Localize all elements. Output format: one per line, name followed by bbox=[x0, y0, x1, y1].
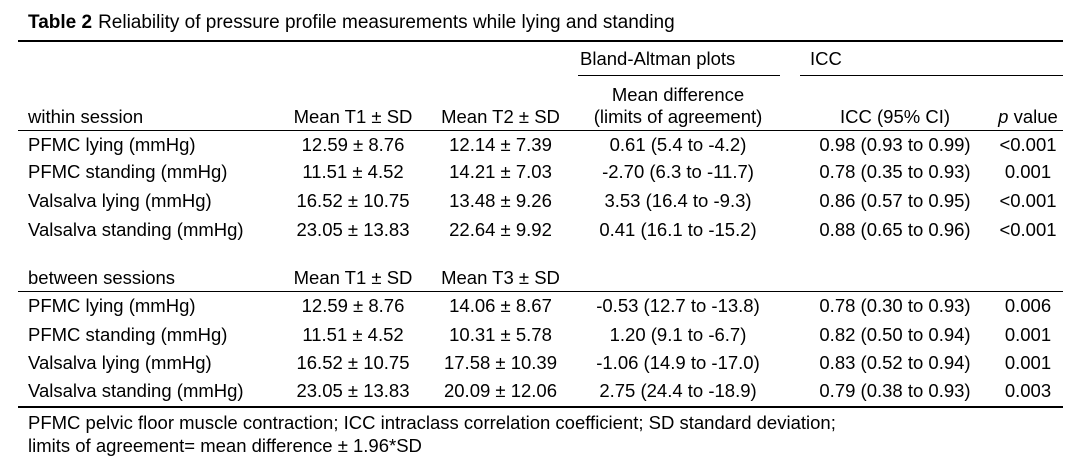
header-icc-group: ICC bbox=[810, 48, 842, 69]
row-p: <0.001 bbox=[999, 134, 1057, 155]
row-icc: 0.78 (0.30 to 0.93) bbox=[819, 295, 971, 316]
table-caption: Reliability of pressure profile measurem… bbox=[98, 12, 675, 33]
row-t3: 10.31 ± 5.78 bbox=[449, 324, 552, 345]
footnote-line2: limits of agreement= mean difference ± 1… bbox=[28, 435, 422, 456]
row-t1: 23.05 ± 13.83 bbox=[296, 219, 410, 240]
icc-underline bbox=[800, 75, 1063, 76]
header-between-mean-t1: Mean T1 ± SD bbox=[293, 267, 413, 288]
row-label: PFMC standing (mmHg) bbox=[28, 324, 228, 345]
between-sessions-label: between sessions bbox=[28, 267, 176, 288]
footnote-line1: PFMC pelvic floor muscle contraction; IC… bbox=[28, 412, 836, 433]
row-label: PFMC lying (mmHg) bbox=[28, 134, 196, 155]
row-icc: 0.86 (0.57 to 0.95) bbox=[819, 190, 971, 211]
row-t2: 22.64 ± 9.92 bbox=[449, 219, 552, 240]
row-label: Valsalva lying (mmHg) bbox=[28, 352, 212, 373]
row-t3: 17.58 ± 10.39 bbox=[443, 352, 558, 373]
row-diff: 3.53 (16.4 to -9.3) bbox=[604, 190, 752, 211]
row-icc: 0.79 (0.38 to 0.93) bbox=[819, 380, 971, 401]
row-icc: 0.82 (0.50 to 0.94) bbox=[819, 324, 971, 345]
row-p: 0.001 bbox=[1004, 324, 1052, 345]
row-t2: 14.21 ± 7.03 bbox=[449, 161, 552, 182]
row-p: 0.001 bbox=[1004, 352, 1052, 373]
row-diff: 0.41 (16.1 to -15.2) bbox=[599, 219, 757, 240]
row-t3: 20.09 ± 12.06 bbox=[443, 380, 558, 401]
header-between-mean-t3: Mean T3 ± SD bbox=[441, 267, 560, 288]
within-session-label: within session bbox=[28, 106, 144, 127]
row-label: PFMC lying (mmHg) bbox=[28, 295, 196, 316]
row-p: 0.006 bbox=[1004, 295, 1052, 316]
row-t1: 16.52 ± 10.75 bbox=[296, 352, 410, 373]
row-p: <0.001 bbox=[999, 219, 1057, 240]
within-header-rule bbox=[18, 130, 1063, 131]
row-icc: 0.83 (0.52 to 0.94) bbox=[819, 352, 971, 373]
row-diff: -0.53 (12.7 to -13.8) bbox=[596, 295, 760, 316]
table-number: Table 2 bbox=[28, 12, 93, 33]
row-p: <0.001 bbox=[999, 190, 1057, 211]
row-label: PFMC standing (mmHg) bbox=[28, 161, 228, 182]
row-icc: 0.98 (0.93 to 0.99) bbox=[819, 134, 971, 155]
table-title: Table 2 Reliability of pressure profile m… bbox=[28, 12, 675, 34]
row-t1: 11.51 ± 4.52 bbox=[302, 161, 404, 182]
row-diff: 0.61 (5.4 to -4.2) bbox=[609, 134, 747, 155]
row-t1: 16.52 ± 10.75 bbox=[296, 190, 410, 211]
row-label: Valsalva standing (mmHg) bbox=[28, 219, 244, 240]
header-mean-t2: Mean T2 ± SD bbox=[441, 106, 560, 127]
top-rule bbox=[18, 40, 1063, 42]
header-mean-diff-line2: (limits of agreement) bbox=[593, 106, 763, 127]
row-diff: 2.75 (24.4 to -18.9) bbox=[599, 380, 757, 401]
header-p-italic: p bbox=[998, 106, 1009, 127]
row-t2: 12.14 ± 7.39 bbox=[449, 134, 552, 155]
header-p-value: p value bbox=[990, 106, 1066, 128]
row-diff: 1.20 (9.1 to -6.7) bbox=[609, 324, 747, 345]
row-p: 0.003 bbox=[1004, 380, 1052, 401]
row-p: 0.001 bbox=[1004, 161, 1052, 182]
row-t2: 13.48 ± 9.26 bbox=[449, 190, 552, 211]
row-icc: 0.88 (0.65 to 0.96) bbox=[819, 219, 971, 240]
row-icc: 0.78 (0.35 to 0.93) bbox=[819, 161, 971, 182]
between-header-rule bbox=[18, 291, 1063, 292]
row-label: Valsalva lying (mmHg) bbox=[28, 190, 212, 211]
row-t1: 12.59 ± 8.76 bbox=[301, 134, 405, 155]
bland-altman-underline bbox=[578, 75, 780, 76]
row-diff: -1.06 (14.9 to -17.0) bbox=[596, 352, 760, 373]
header-p-rest: value bbox=[1008, 106, 1058, 127]
row-t1: 23.05 ± 13.83 bbox=[296, 380, 410, 401]
row-label: Valsalva standing (mmHg) bbox=[28, 380, 244, 401]
header-mean-t1: Mean T1 ± SD bbox=[293, 106, 413, 127]
bottom-rule bbox=[18, 406, 1063, 408]
header-mean-diff-line1: Mean difference bbox=[611, 84, 745, 105]
row-diff: -2.70 (6.3 to -11.7) bbox=[602, 161, 754, 182]
row-t3: 14.06 ± 8.67 bbox=[449, 295, 552, 316]
row-t1: 11.51 ± 4.52 bbox=[302, 324, 404, 345]
header-bland-altman: Bland-Altman plots bbox=[580, 48, 736, 69]
header-icc-95: ICC (95% CI) bbox=[840, 106, 950, 127]
row-t1: 12.59 ± 8.76 bbox=[301, 295, 405, 316]
